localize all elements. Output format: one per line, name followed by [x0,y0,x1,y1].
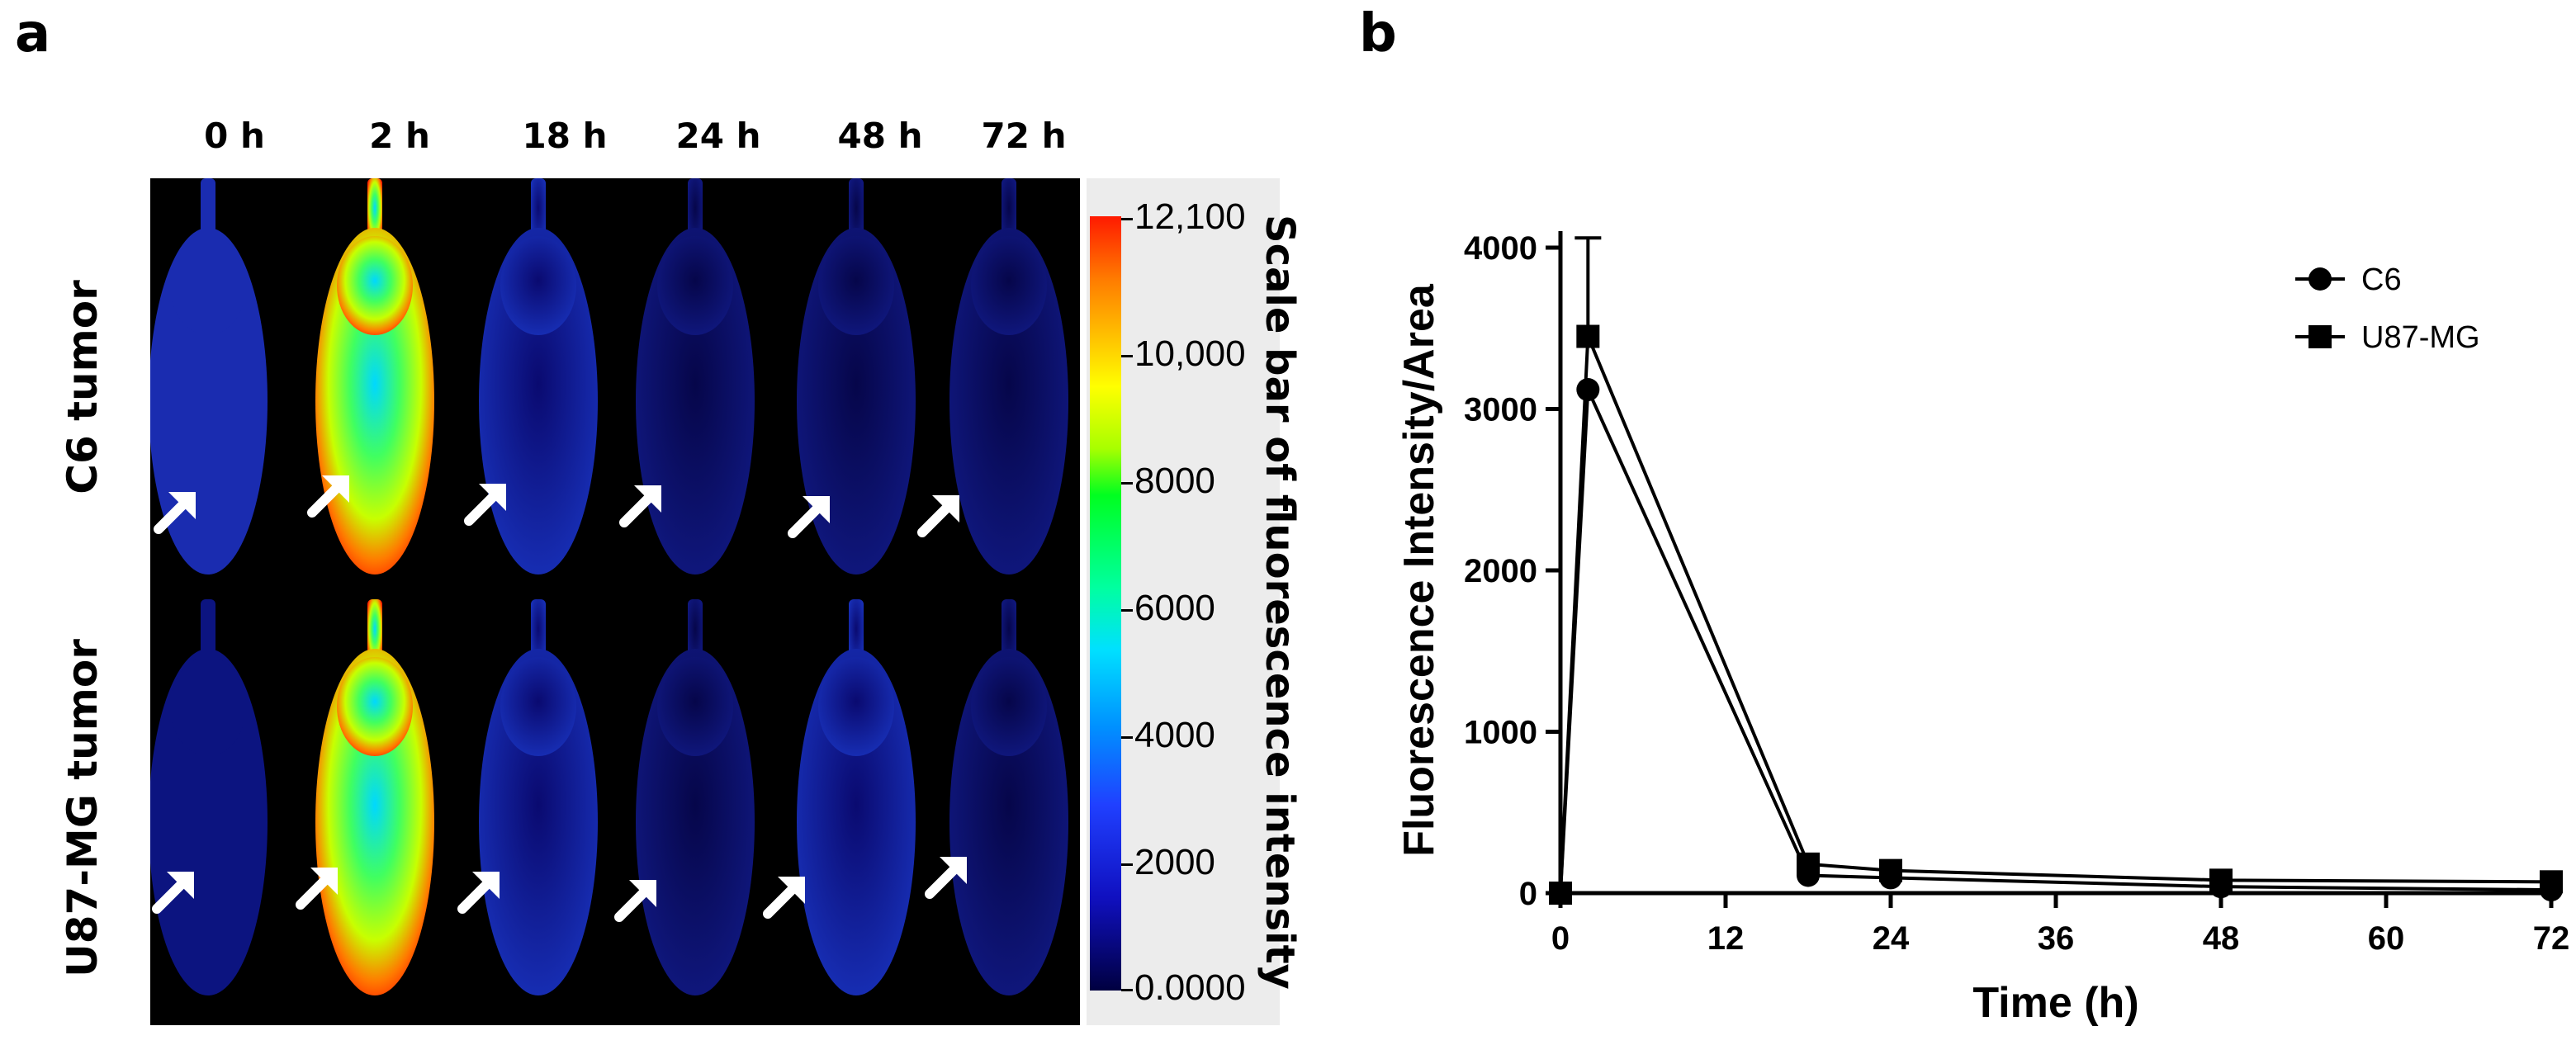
y-axis-label: Fluorescence Intensity/Area [1395,283,1443,857]
mouse-images [150,178,1068,995]
data-point-U87-MG [1797,852,1820,876]
colorbar-label-12100: 12,100 [1134,196,1246,237]
arrow-icon [307,475,349,518]
colorbar-tick [1121,863,1133,866]
colorbar-tick [1121,218,1133,220]
x-tick-label: 72 [2533,920,2570,957]
legend-label: U87-MG [2361,320,2480,355]
mouse-u87-2h [315,599,434,995]
arrow-icon [788,496,830,538]
time-label-72h: 72 h [981,116,1067,156]
line-chart: 0 1000 2000 3000 4000 0 12 24 36 48 60 72 Time (h) Fl… [1395,230,2569,1027]
mouse-c6-2h [315,178,434,575]
chart-series [1549,236,2563,905]
mouse-u87-0h [150,599,268,995]
y-tick-label: 0 [1519,876,1537,912]
panel-b-label: b [1359,3,1397,64]
series-line-1 [1559,335,2552,894]
data-point-U87-MG [2209,868,2233,892]
arrow-icon [464,484,506,526]
row-label-c6: C6 tumor [59,280,107,494]
time-label-24h: 24 h [675,116,761,156]
arrow-icon [619,485,661,527]
colorbar-label-10000: 10,000 [1134,333,1246,374]
colorbar-title: Scale bar of fluorescence intensity [1257,215,1303,990]
colorbar-tick [1121,355,1133,357]
y-tick-label: 3000 [1464,392,1537,428]
time-label-2h: 2 h [369,116,430,156]
legend-label: C6 [2361,262,2402,297]
legend-marker [2308,325,2332,348]
mouse-u87-18h [479,599,598,995]
arrow-icon [763,877,805,919]
colorbar [1090,216,1121,991]
colorbar-tick [1121,482,1133,485]
x-tick-label: 48 [2203,920,2240,957]
colorbar-label-6000: 6000 [1134,588,1215,628]
colorbar-label-4000: 4000 [1134,715,1215,755]
x-tick-label: 12 [1707,920,1745,957]
data-point-C6 [1576,378,1600,402]
x-tick-label: 36 [2038,920,2075,957]
time-label-0h: 0 h [204,116,265,156]
y-tick-label: 1000 [1464,715,1537,751]
x-tick-label: 60 [2368,920,2405,957]
arrow-icons [152,475,967,922]
arrow-icon [925,857,967,899]
mouse-c6-72h [949,178,1068,575]
chart-axes: 0 1000 2000 3000 4000 0 12 24 36 48 60 72 Time (h) Fl… [1395,230,2569,1027]
y-tick-label: 4000 [1464,230,1537,267]
colorbar-tick [1121,736,1133,739]
arrow-icon [296,868,338,910]
row-label-u87: U87-MG tumor [59,639,107,977]
arrow-icon [154,492,196,534]
arrow-icon [152,872,194,914]
colorbar-tick [1121,989,1133,991]
x-tick-label: 0 [1551,920,1570,957]
time-label-18h: 18 h [522,116,608,156]
mouse-c6-18h [479,178,598,575]
y-tick-label: 2000 [1464,553,1537,589]
colorbar-label-2000: 2000 [1134,842,1215,882]
chart-legend: C6 U87-MG [2295,262,2480,355]
mouse-u87-24h [636,599,755,995]
arrow-icon [614,880,656,922]
mouse-c6-24h [636,178,755,575]
data-point-U87-MG [1879,858,1902,882]
mouse-u87-72h [949,599,1068,995]
x-tick-label: 24 [1873,920,1910,957]
mouse-u87-48h [797,599,916,995]
colorbar-tick [1121,609,1133,612]
time-label-48h: 48 h [837,116,923,156]
colorbar-label-8000: 8000 [1134,461,1215,501]
fluorescence-image-panel [150,178,1080,1025]
colorbar-label-0: 0.0000 [1134,967,1246,1008]
series-line-0 [1559,389,2552,894]
arrow-icon [917,495,959,537]
x-axis-label: Time (h) [1972,979,2138,1027]
data-point-U87-MG [2540,870,2563,894]
panel-a-label: a [15,3,51,64]
arrow-icon [457,872,500,914]
legend-marker [2308,267,2332,291]
data-point-U87-MG [1576,324,1600,348]
data-point-U87-MG [1549,882,1572,905]
